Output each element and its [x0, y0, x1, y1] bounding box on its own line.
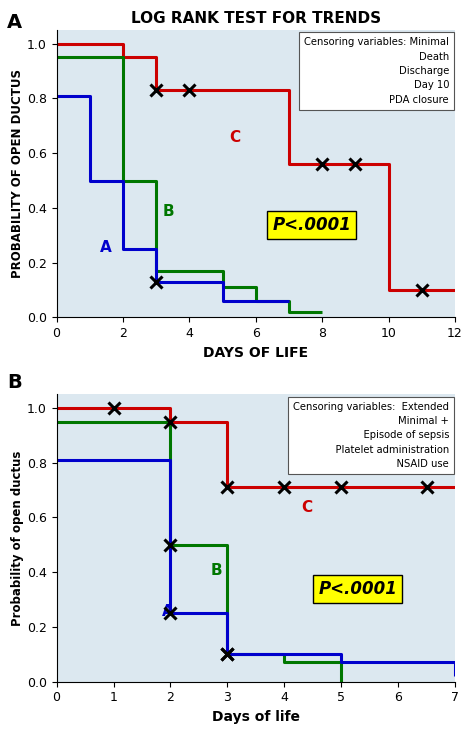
Title: LOG RANK TEST FOR TRENDS: LOG RANK TEST FOR TRENDS	[131, 11, 381, 26]
Text: A: A	[7, 13, 22, 32]
Text: P<.0001: P<.0001	[319, 580, 397, 598]
Text: Censoring variables: Minimal
Death
Discharge
Day 10
PDA closure: Censoring variables: Minimal Death Disch…	[304, 37, 449, 105]
Text: B: B	[163, 204, 174, 219]
Text: A: A	[162, 604, 173, 619]
X-axis label: DAYS OF LIFE: DAYS OF LIFE	[203, 345, 309, 359]
Text: B: B	[7, 373, 22, 392]
Text: P<.0001: P<.0001	[273, 216, 351, 234]
Text: Censoring variables:  Extended
Minimal +
    Episode of sepsis
    Platelet admi: Censoring variables: Extended Minimal + …	[293, 401, 449, 469]
Text: A: A	[100, 240, 111, 254]
Text: C: C	[229, 130, 240, 146]
Y-axis label: Probability of open ductus: Probability of open ductus	[11, 451, 24, 625]
Y-axis label: PROBABILITY OF OPEN DUCTUS: PROBABILITY OF OPEN DUCTUS	[11, 69, 24, 278]
Text: B: B	[210, 563, 222, 578]
Text: C: C	[301, 500, 312, 515]
X-axis label: Days of life: Days of life	[212, 710, 300, 724]
